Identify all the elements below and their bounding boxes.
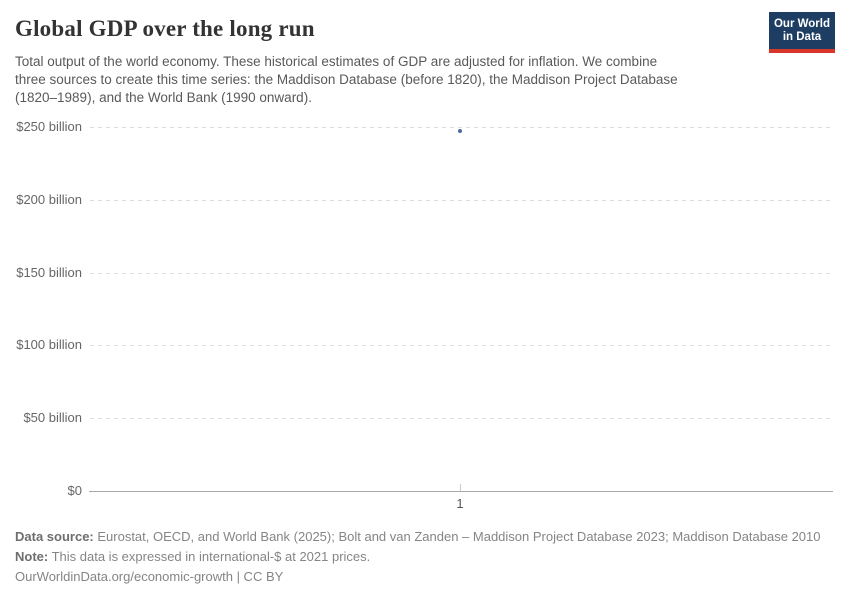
chart-subtitle: Total output of the world economy. These… [15, 53, 765, 107]
data-source-text: Eurostat, OECD, and World Bank (2025); B… [93, 529, 821, 544]
data-point-world-year-1[interactable] [458, 129, 462, 133]
owid-logo[interactable]: Our World in Data [769, 12, 835, 53]
data-source-line: Data source: Eurostat, OECD, and World B… [15, 527, 835, 547]
x-axis-tick [460, 484, 461, 491]
gridline-200 [90, 200, 833, 201]
y-axis-label-0: $0 [67, 483, 82, 498]
subtitle-line: Total output of the world economy. These… [15, 54, 658, 69]
gridline-150 [90, 273, 833, 274]
x-axis-line [89, 491, 833, 492]
license-link[interactable]: OurWorldinData.org/economic-growth | CC … [15, 569, 284, 584]
chart-title: Global GDP over the long run [15, 16, 315, 41]
note-line: Note: This data is expressed in internat… [15, 547, 835, 567]
owid-logo-line1: Our World [773, 18, 830, 30]
gridline-100 [90, 345, 833, 346]
subtitle-line: (1820–1989), and the World Bank (1990 on… [15, 90, 312, 105]
data-source-label: Data source: [15, 529, 94, 544]
y-axis-label-200: $200 billion [16, 192, 82, 207]
gridline-250 [90, 127, 833, 128]
note-label: Note: [15, 549, 49, 564]
subtitle-line: three sources to create this time series… [15, 72, 678, 87]
y-axis-label-100: $100 billion [16, 337, 82, 352]
note-text: This data is expressed in international-… [48, 549, 371, 564]
gridline-50 [90, 418, 833, 419]
y-axis-label-50: $50 billion [23, 410, 82, 425]
y-axis-label-150: $150 billion [16, 265, 82, 280]
y-axis-label-250: $250 billion [16, 119, 82, 134]
owid-logo-line2: in Data [782, 31, 822, 43]
chart-footer: Data source: Eurostat, OECD, and World B… [15, 527, 835, 587]
x-axis-tick-label: 1 [456, 496, 464, 511]
